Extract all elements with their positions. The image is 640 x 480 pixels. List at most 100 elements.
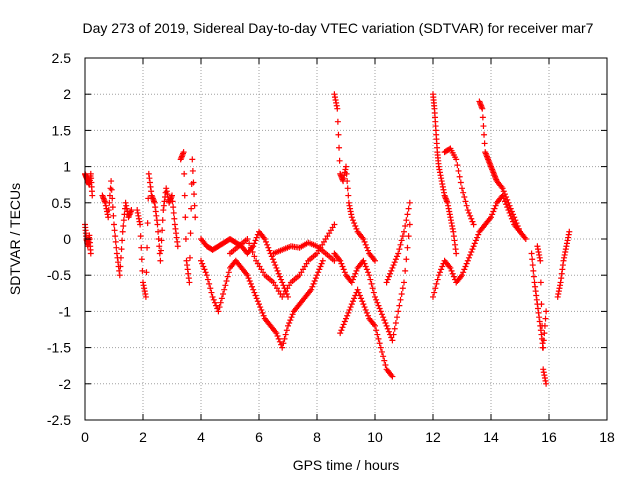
data-point xyxy=(356,292,363,299)
data-point xyxy=(529,256,536,263)
data-point xyxy=(488,214,494,221)
y-tick-label: 1.5 xyxy=(52,122,72,138)
data-point xyxy=(208,289,215,296)
data-point xyxy=(247,244,254,251)
x-tick-label: 12 xyxy=(425,429,441,445)
data-point xyxy=(198,257,204,264)
y-tick-label: -0.5 xyxy=(47,267,71,283)
data-point xyxy=(351,220,358,227)
data-point xyxy=(355,289,362,296)
data-point xyxy=(515,225,522,232)
data-point xyxy=(372,293,378,300)
data-point xyxy=(351,295,358,302)
data-point xyxy=(280,282,287,289)
data-point xyxy=(310,280,317,287)
data-point xyxy=(159,227,166,234)
data-point xyxy=(432,285,439,292)
data-point xyxy=(189,156,196,163)
data-point xyxy=(399,233,406,240)
data-point xyxy=(462,263,469,270)
data-point xyxy=(317,263,324,270)
data-point xyxy=(362,263,369,270)
data-point xyxy=(467,212,474,219)
data-point xyxy=(481,140,488,147)
data-point xyxy=(361,238,368,245)
data-point xyxy=(335,131,342,138)
data-point xyxy=(358,295,365,302)
data-point xyxy=(462,198,469,205)
data-point xyxy=(461,266,468,273)
data-point xyxy=(266,247,273,254)
data-point xyxy=(388,267,395,274)
data-point xyxy=(464,257,471,264)
data-point xyxy=(128,207,135,214)
data-point xyxy=(431,289,438,296)
data-point xyxy=(370,289,377,296)
data-point xyxy=(399,285,406,292)
x-tick-label: 4 xyxy=(197,429,205,445)
data-point xyxy=(349,298,356,305)
data-point xyxy=(120,222,127,229)
x-tick-label: 14 xyxy=(483,429,499,445)
data-point xyxy=(109,204,116,211)
data-point xyxy=(439,263,446,270)
data-point xyxy=(453,156,460,163)
data-point xyxy=(447,264,454,271)
data-point xyxy=(360,236,367,242)
data-point xyxy=(349,217,356,224)
data-point xyxy=(280,340,287,347)
data-point xyxy=(314,272,320,279)
data-point xyxy=(463,202,470,209)
data-point xyxy=(511,214,518,221)
data-point xyxy=(191,202,198,209)
data-point xyxy=(542,315,549,322)
data-point xyxy=(402,267,409,274)
data-point xyxy=(137,233,144,240)
data-point xyxy=(157,257,164,264)
data-point xyxy=(182,214,189,221)
data-point xyxy=(468,215,475,222)
data-point xyxy=(455,167,462,174)
data-point xyxy=(404,211,411,218)
data-point xyxy=(144,244,151,251)
data-point xyxy=(251,240,258,247)
data-point xyxy=(337,330,344,337)
data-point xyxy=(529,262,536,269)
data-point xyxy=(392,319,399,326)
data-point xyxy=(492,202,499,209)
data-point xyxy=(252,292,259,299)
data-point xyxy=(380,353,387,360)
data-point xyxy=(170,204,177,211)
data-point xyxy=(250,286,257,293)
data-point xyxy=(362,306,369,313)
data-point xyxy=(259,309,266,316)
data-point xyxy=(361,304,368,311)
data-point xyxy=(435,272,442,279)
data-point xyxy=(186,254,193,261)
data-point xyxy=(244,272,251,279)
data-point xyxy=(336,144,343,151)
data-point xyxy=(200,263,207,270)
data-point xyxy=(363,309,370,316)
data-point xyxy=(201,266,208,273)
data-point xyxy=(459,185,465,192)
data-point xyxy=(433,280,440,287)
data-point xyxy=(450,273,457,280)
data-point xyxy=(469,246,476,253)
data-point xyxy=(490,208,497,215)
data-point xyxy=(154,221,161,228)
data-point xyxy=(479,105,486,112)
data-point xyxy=(365,269,372,276)
data-point xyxy=(199,260,206,267)
data-point xyxy=(394,253,401,260)
data-point xyxy=(139,267,146,274)
data-point xyxy=(189,167,196,174)
data-point xyxy=(180,149,187,156)
data-point xyxy=(118,246,125,253)
data-point xyxy=(501,191,508,198)
data-point xyxy=(348,214,355,221)
data-point xyxy=(389,373,396,380)
data-point xyxy=(394,314,401,321)
data-point xyxy=(470,221,477,228)
data-point xyxy=(206,280,213,287)
